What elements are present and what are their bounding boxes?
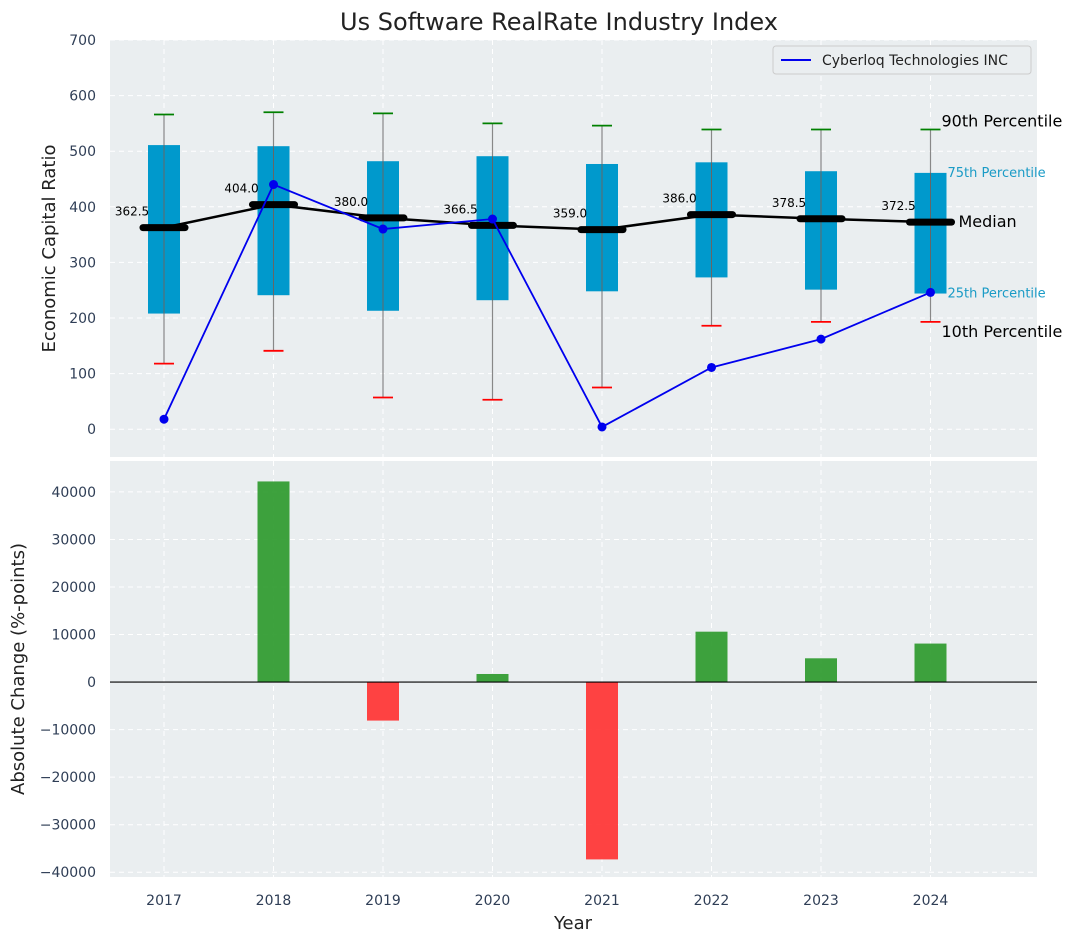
y-tick-label: 10000 bbox=[51, 628, 96, 644]
legend-label: Cyberloq Technologies INC bbox=[822, 53, 1008, 69]
plot-area-top bbox=[110, 40, 1037, 457]
median-value-label: 372.5 bbox=[881, 199, 915, 213]
series-point bbox=[159, 414, 169, 424]
change-bar bbox=[476, 673, 509, 683]
bottom-panel: −40000 −30000 −20000 −10000 0 10000 20000 30000… bbox=[8, 461, 1037, 934]
y-tick-label: −30000 bbox=[40, 818, 96, 834]
change-bar bbox=[586, 682, 618, 860]
x-tick-label: 2018 bbox=[256, 893, 292, 909]
y-tick-label: 30000 bbox=[51, 532, 96, 548]
y-tick-label: 100 bbox=[69, 367, 96, 383]
y-tick-label: −40000 bbox=[40, 865, 96, 881]
y-tick-label: 20000 bbox=[51, 580, 96, 596]
change-bar bbox=[805, 658, 837, 683]
median-value-label: 359.0 bbox=[553, 207, 587, 221]
x-tick-label: 2021 bbox=[584, 893, 620, 909]
series-point bbox=[707, 362, 716, 372]
x-tick-label: 2024 bbox=[913, 893, 949, 909]
y-tick-label: 0 bbox=[87, 422, 96, 438]
median-value-label: 404.0 bbox=[224, 182, 258, 196]
chart-title: Us Software RealRate Industry Index bbox=[340, 8, 778, 36]
annotation-p25: 25th Percentile bbox=[948, 287, 1046, 302]
annotation-p75: 75th Percentile bbox=[948, 166, 1046, 181]
y-tick-label: 600 bbox=[69, 89, 96, 105]
plot-area-bottom bbox=[110, 461, 1037, 877]
y-tick-label: 300 bbox=[69, 255, 96, 271]
legend: Cyberloq Technologies INC bbox=[772, 45, 1032, 75]
y-tick-label: 500 bbox=[69, 144, 96, 160]
x-tick-label: 2020 bbox=[475, 893, 511, 909]
series-point bbox=[926, 287, 935, 297]
series-point bbox=[378, 224, 388, 234]
change-bar bbox=[257, 481, 290, 683]
y-axis-label: Absolute Change (%-points) bbox=[8, 543, 29, 795]
x-tick-label: 2017 bbox=[146, 893, 182, 909]
series-point bbox=[597, 422, 607, 432]
y-tick-label: 40000 bbox=[51, 485, 96, 501]
median-value-label: 386.0 bbox=[662, 192, 696, 206]
y-axis-label: Economic Capital Ratio bbox=[39, 145, 60, 353]
median-value-label: 362.5 bbox=[115, 205, 149, 219]
y-tick-label: 0 bbox=[87, 675, 96, 691]
legend-box bbox=[772, 45, 1032, 75]
median-value-label: 378.5 bbox=[772, 196, 806, 210]
annotation-p10: 10th Percentile bbox=[942, 322, 1063, 341]
change-bar bbox=[367, 682, 399, 721]
series-point bbox=[488, 214, 497, 224]
y-tick-label: −10000 bbox=[40, 723, 96, 739]
series-line bbox=[163, 183, 931, 429]
top-panel: 0 100 200 300 400 500 600 700 Economic Capital R… bbox=[39, 33, 1062, 457]
annotation-median: Median bbox=[959, 212, 1017, 231]
y-tick-label: 200 bbox=[69, 311, 96, 327]
change-bar bbox=[914, 643, 947, 683]
y-tick-label: −20000 bbox=[40, 770, 96, 786]
y-tick-label: 700 bbox=[69, 33, 96, 49]
x-axis-label: Year bbox=[553, 913, 593, 934]
x-tick-label: 2019 bbox=[365, 893, 401, 909]
series-point bbox=[816, 334, 826, 344]
series-point bbox=[269, 180, 278, 190]
x-tick-label: 2022 bbox=[694, 893, 730, 909]
x-tick-label: 2023 bbox=[803, 893, 839, 909]
y-tick-label: 400 bbox=[69, 200, 96, 216]
change-bar bbox=[695, 631, 728, 683]
annotation-p90: 90th Percentile bbox=[942, 112, 1063, 131]
median-value-label: 366.5 bbox=[443, 202, 477, 216]
median-value-label: 380.0 bbox=[334, 195, 368, 209]
